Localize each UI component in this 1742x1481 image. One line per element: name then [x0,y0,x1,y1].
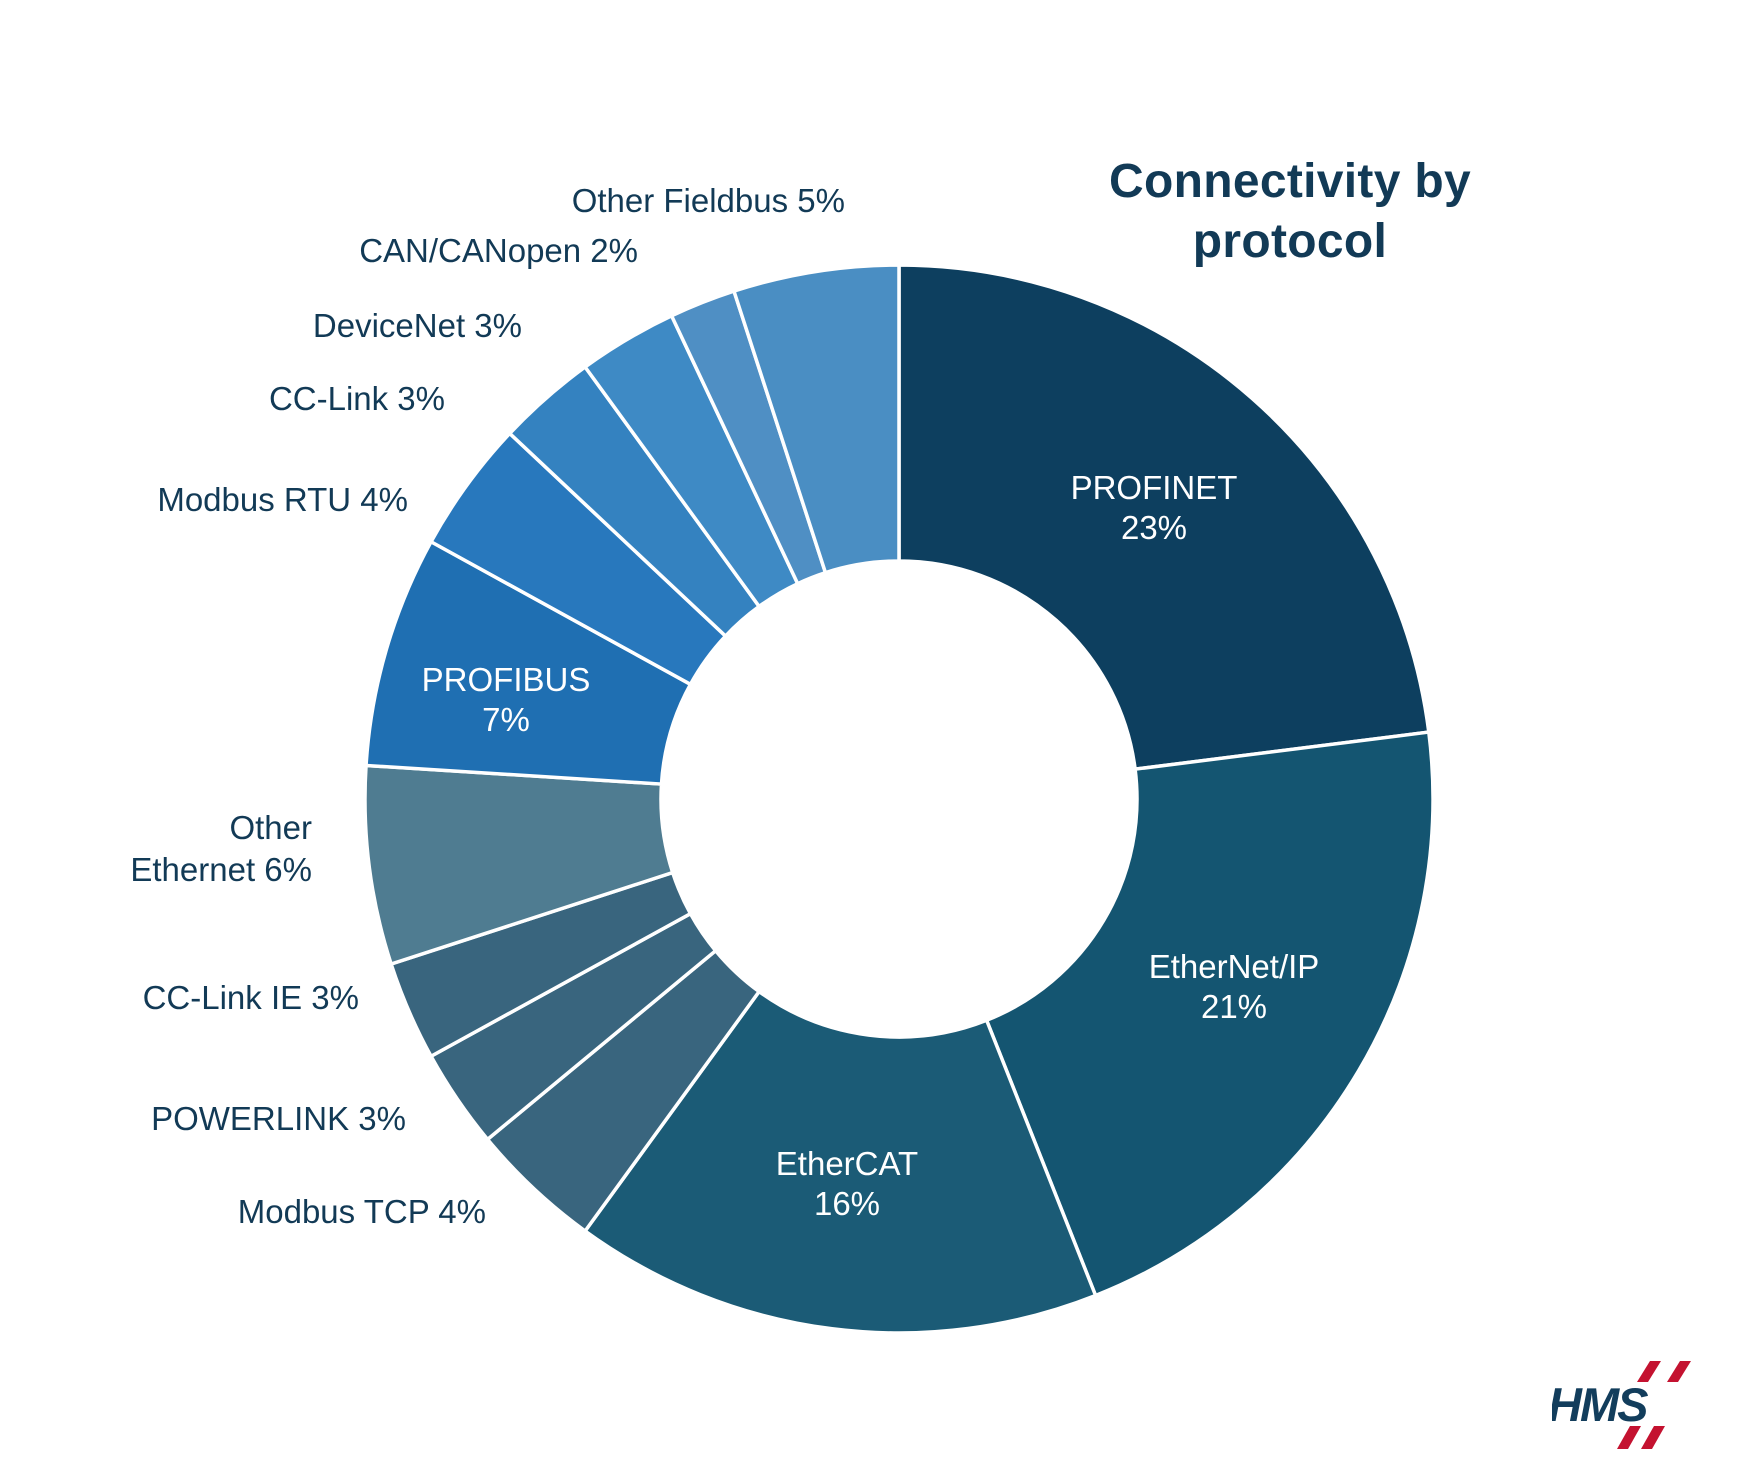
svg-text:HMS: HMS [1552,1378,1648,1431]
